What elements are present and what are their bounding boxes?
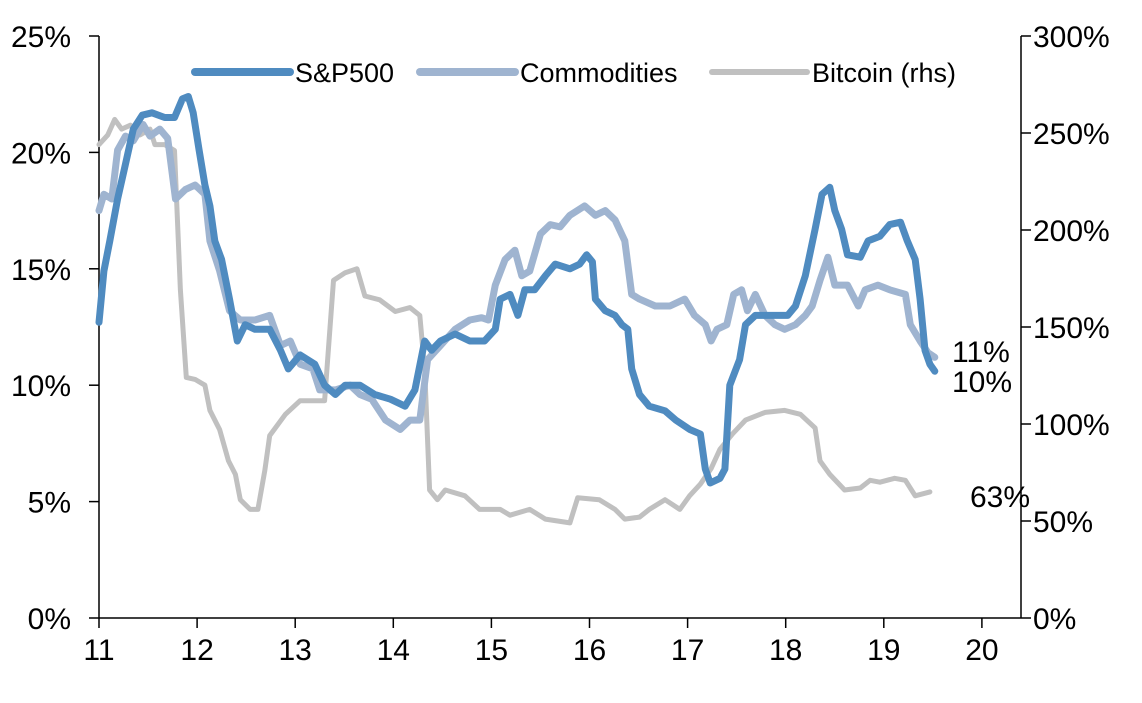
- x-tick-label: 19: [867, 634, 900, 667]
- y-tick-label: 25%: [11, 21, 71, 54]
- y-tick-label: 20%: [11, 137, 71, 170]
- y-tick-label: 10%: [11, 370, 71, 403]
- series-line-1: [95, 121, 939, 433]
- y-tick-label: 15%: [11, 254, 71, 287]
- legend: S&P500 Commodities Bitcoin (rhs): [191, 58, 956, 88]
- legend-label: Commodities: [520, 58, 678, 88]
- x-tick-label: 16: [573, 634, 606, 667]
- end-value-label: 10%: [952, 366, 1012, 399]
- y-tick-label: 0%: [28, 603, 71, 636]
- y-tick-label: 5%: [28, 487, 71, 520]
- y2-tick-label: 150%: [1033, 312, 1110, 345]
- x-tick-label: 17: [671, 634, 704, 667]
- end-value-label: 11%: [952, 336, 1010, 369]
- legend-label: Bitcoin (rhs): [812, 58, 956, 88]
- x-tick-label: 15: [475, 634, 508, 667]
- x-tick-label: 20: [965, 634, 998, 667]
- y2-tick-label: 200%: [1033, 215, 1110, 248]
- x-tick-label: 18: [769, 634, 802, 667]
- x-tick-label: 13: [279, 634, 312, 667]
- x-tick-label: 14: [377, 634, 410, 667]
- legend-label: S&P500: [295, 58, 394, 88]
- y2-tick-label: 250%: [1033, 118, 1110, 151]
- y2-tick-label: 0%: [1033, 603, 1076, 636]
- x-tick-label: 12: [180, 634, 213, 667]
- axes: 0% 5% 10% 15% 20% 25% 0% 50% 100% 150% 200% 250% 300…: [11, 21, 1110, 667]
- end-labels: 10%11% 63%: [952, 336, 1030, 514]
- y2-tick-label: 50%: [1033, 506, 1093, 539]
- x-tick-label: 11: [83, 634, 114, 667]
- y2-tick-label: 300%: [1033, 21, 1110, 54]
- series-line-0: [95, 93, 939, 487]
- series-line-2: [96, 116, 933, 526]
- end-value-label: 63%: [970, 481, 1030, 514]
- y2-tick-label: 100%: [1033, 409, 1110, 442]
- series-lines: [95, 93, 939, 526]
